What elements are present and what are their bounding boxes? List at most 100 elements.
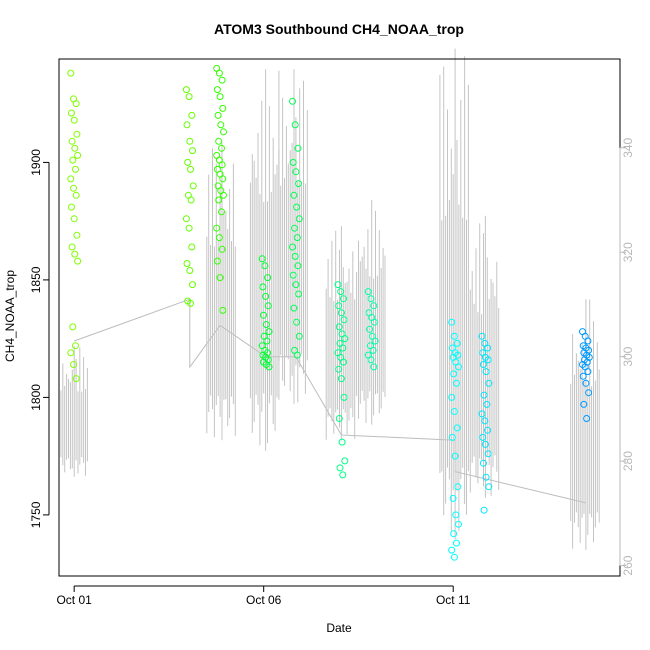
data-point: [219, 306, 227, 314]
secondary-trace-burst: [570, 299, 600, 550]
data-point: [220, 191, 227, 199]
data-point: [582, 379, 590, 387]
secondary-trace-burst: [469, 215, 500, 498]
data-point: [67, 349, 75, 357]
data-point: [484, 356, 492, 364]
data-point: [479, 361, 487, 368]
data-point: [265, 328, 273, 336]
data-point: [449, 494, 457, 502]
data-point: [335, 365, 343, 373]
data-point: [289, 271, 297, 279]
data-point: [69, 323, 77, 331]
data-point: [263, 337, 271, 345]
data-point: [293, 203, 301, 211]
data-point: [295, 180, 303, 188]
data-point: [367, 356, 375, 364]
data-point: [289, 243, 296, 251]
data-point: [260, 311, 267, 319]
data-point: [218, 161, 226, 169]
data-point: [214, 111, 222, 119]
secondary-trace-layer: [58, 48, 600, 550]
secondary-trace-burst: [356, 200, 386, 425]
data-point: [337, 375, 345, 383]
data-point: [448, 393, 456, 401]
y-tick-label: 1800: [29, 384, 43, 411]
data-point: [584, 368, 592, 376]
data-point: [370, 302, 378, 310]
data-point: [364, 288, 372, 296]
data-point: [258, 255, 266, 263]
data-point: [367, 295, 375, 303]
secondary-trace-burst: [206, 142, 236, 441]
data-point: [480, 506, 488, 514]
data-point: [583, 415, 591, 422]
data-point: [450, 553, 458, 561]
data-point: [484, 426, 491, 434]
data-point: [183, 260, 191, 267]
data-point: [371, 337, 379, 345]
data-point: [451, 452, 459, 460]
data-point: [482, 368, 490, 376]
data-point: [452, 511, 460, 519]
data-point: [455, 363, 462, 371]
data-point: [289, 158, 297, 166]
data-point: [484, 450, 492, 458]
data-point: [217, 121, 225, 129]
data-point: [71, 250, 79, 258]
data-point: [370, 318, 378, 326]
data-point: [454, 483, 462, 491]
data-point: [338, 438, 346, 446]
data-point: [67, 69, 75, 77]
y-axis-label: CH4_NOAA_trop: [3, 270, 17, 362]
data-point: [262, 292, 270, 300]
data-point: [455, 520, 462, 528]
data-point: [262, 321, 270, 328]
data-point: [185, 93, 193, 101]
data-point: [72, 191, 80, 199]
data-point: [70, 215, 78, 223]
data-point: [453, 379, 460, 387]
data-point: [213, 257, 221, 265]
data-point: [216, 93, 224, 101]
data-point: [482, 473, 490, 481]
data-point: [187, 196, 195, 204]
data-point: [291, 121, 299, 129]
data-point: [74, 257, 82, 265]
data-point: [292, 281, 300, 289]
data-point: [339, 471, 347, 479]
data-point: [448, 318, 456, 326]
y-tick-label: 1750: [29, 501, 43, 528]
data-point: [188, 111, 196, 119]
data-point: [295, 290, 303, 298]
data-point: [292, 168, 300, 176]
data-point: [184, 158, 192, 166]
data-point: [74, 151, 82, 159]
data-point: [294, 144, 302, 152]
data-point: [293, 234, 301, 242]
data-point: [580, 400, 588, 408]
data-point: [337, 309, 345, 317]
data-point: [340, 393, 348, 401]
y2-tick-label: 320: [621, 242, 635, 262]
data-point: [185, 224, 193, 232]
data-point: [189, 182, 197, 190]
data-point: [293, 318, 301, 326]
data-point: [485, 483, 493, 491]
data-point: [72, 165, 79, 173]
data-point: [73, 130, 81, 138]
points-layer: [67, 64, 593, 561]
y-tick-label: 1850: [29, 266, 43, 293]
data-point: [337, 288, 345, 296]
data-point: [215, 69, 223, 77]
data-point: [219, 104, 227, 112]
data-point: [481, 417, 489, 425]
data-point: [215, 234, 223, 242]
y2-tick-label: 260: [621, 555, 635, 575]
secondary-trace-burst: [278, 69, 308, 404]
data-point: [71, 144, 79, 152]
data-point: [72, 100, 80, 108]
data-point: [213, 224, 221, 232]
data-point: [335, 302, 343, 310]
data-point: [218, 245, 226, 253]
